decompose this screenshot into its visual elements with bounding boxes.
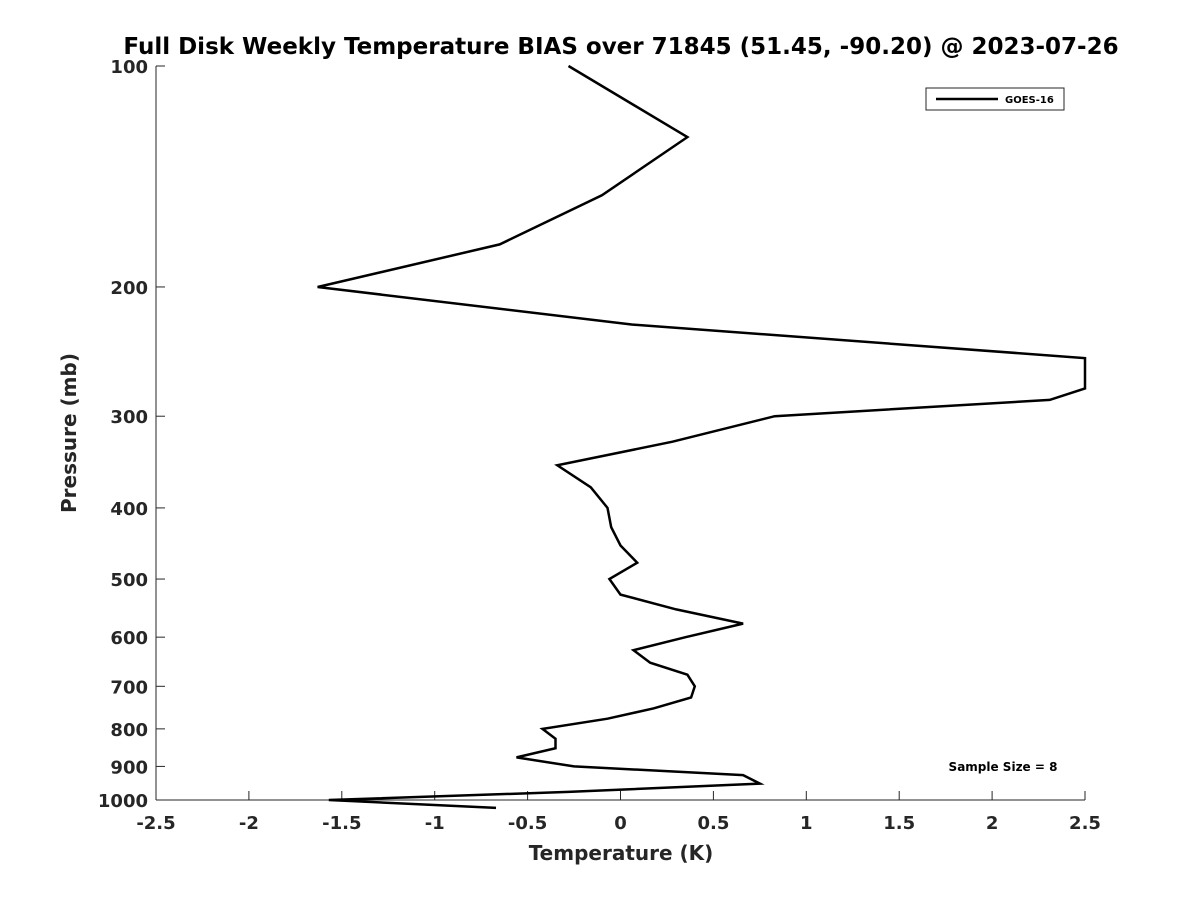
y-tick-label: 100 bbox=[110, 57, 148, 78]
y-tick-label: 500 bbox=[110, 570, 148, 591]
sample-size-annotation: Sample Size = 8 bbox=[949, 760, 1058, 774]
y-tick-label: 300 bbox=[110, 407, 148, 428]
x-tick-label: -1 bbox=[425, 813, 445, 834]
series-layer bbox=[317, 64, 1087, 810]
y-tick-label: 600 bbox=[110, 628, 148, 649]
y-tick-label: 800 bbox=[110, 720, 148, 741]
x-axis-label: Temperature (K) bbox=[529, 841, 714, 865]
y-tick-label: 400 bbox=[110, 499, 148, 520]
y-tick-label: 1000 bbox=[98, 791, 148, 812]
x-tick-label: -1.5 bbox=[322, 813, 361, 834]
x-tick-label: 0.5 bbox=[697, 813, 729, 834]
x-tick-label: 0 bbox=[614, 813, 627, 834]
y-tick-label: 900 bbox=[110, 757, 148, 778]
y-axis-ticks: 100 200 300 400 500 600 700 800 900 1000 bbox=[98, 57, 165, 812]
y-axis-label: Pressure (mb) bbox=[57, 353, 81, 513]
legend-label-goes-16: GOES-16 bbox=[1005, 95, 1054, 106]
x-axis-ticks: -2.5 -2 -1.5 -1 -0.5 0 0.5 1 1.5 2 2.5 bbox=[136, 791, 1101, 834]
y-tick-label: 700 bbox=[110, 677, 148, 698]
series-line-goes-16 bbox=[317, 64, 1087, 810]
x-tick-label: 1 bbox=[800, 813, 813, 834]
legend: GOES-16 bbox=[925, 87, 1065, 111]
y-tick-label: 200 bbox=[110, 278, 148, 299]
x-tick-label: 1.5 bbox=[883, 813, 915, 834]
x-tick-label: -2 bbox=[239, 813, 259, 834]
chart-title: Full Disk Weekly Temperature BIAS over 7… bbox=[123, 34, 1118, 60]
x-tick-label: 2 bbox=[986, 813, 999, 834]
x-tick-label: -2.5 bbox=[136, 813, 175, 834]
x-tick-label: 2.5 bbox=[1069, 813, 1101, 834]
x-tick-label: -0.5 bbox=[508, 813, 547, 834]
